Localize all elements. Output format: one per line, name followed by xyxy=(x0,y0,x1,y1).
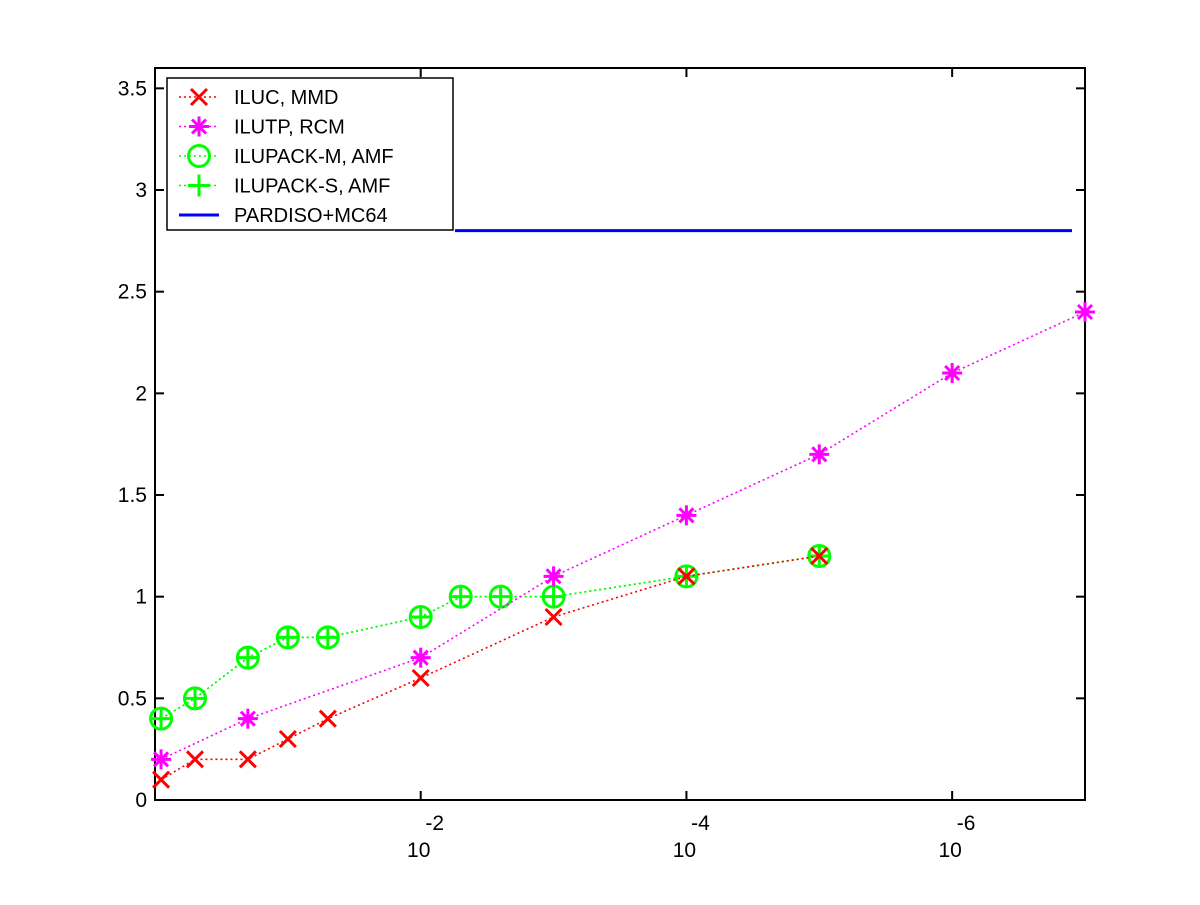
x-tick-label-exponent: -2 xyxy=(425,812,444,835)
y-tick-label: 0.5 xyxy=(118,687,147,710)
y-tick-label: 3 xyxy=(135,179,147,202)
data-point-star-marker xyxy=(239,710,256,727)
y-tick-label: 1.5 xyxy=(118,484,147,507)
data-point-x-marker xyxy=(152,770,171,789)
data-point-star-marker xyxy=(545,568,562,585)
data-point-x-marker xyxy=(411,668,430,688)
data-point-x-marker xyxy=(677,567,696,586)
data-point-circle-marker xyxy=(187,144,211,168)
legend: ILUC, MMD ILUTP, RCM ILUPACK-M, AMF ILUPACK… xyxy=(166,77,454,231)
data-point-star-marker xyxy=(1076,303,1094,321)
plot-frame xyxy=(154,67,1086,801)
x-tick-label-base: 10 xyxy=(938,839,961,862)
legend-box xyxy=(166,77,454,231)
x-tick-label-base: 10 xyxy=(673,839,696,862)
legend-label: ILUTP, RCM xyxy=(234,117,345,139)
data-point-star-marker xyxy=(412,649,429,666)
data-point-star-marker xyxy=(190,118,208,135)
x-tick-label-exponent: -6 xyxy=(957,812,976,835)
y-tick-label: 0 xyxy=(135,789,147,812)
series-0 xyxy=(152,546,829,789)
x-tick-label-base: 10 xyxy=(407,839,430,862)
y-tick-label: 3.5 xyxy=(118,77,147,100)
data-point-star-marker xyxy=(944,364,961,382)
data-point-x-marker xyxy=(318,709,337,728)
data-point-x-marker xyxy=(185,750,205,769)
y-tick-label: 2 xyxy=(135,382,147,405)
y-tick-label: 2.5 xyxy=(118,281,147,304)
data-point-x-marker xyxy=(238,750,257,769)
data-point-x-marker xyxy=(189,87,209,107)
series-1 xyxy=(151,302,1095,770)
legend-label: ILUPACK-M, AMF xyxy=(234,146,394,168)
legend-label: ILUPACK-S, AMF xyxy=(234,176,390,198)
y-tick-label: 1 xyxy=(135,586,147,609)
series-line xyxy=(160,311,1086,761)
data-point-star-marker xyxy=(678,507,695,524)
data-point-x-marker xyxy=(810,546,829,566)
data-point-star-marker xyxy=(153,751,170,768)
legend-label: ILUC, MMD xyxy=(234,87,338,109)
data-point-x-marker xyxy=(278,729,297,749)
x-tick-label-exponent: -4 xyxy=(691,812,710,835)
data-point-star-marker xyxy=(811,446,828,463)
data-point-x-marker xyxy=(544,607,563,627)
legend-label: PARDISO+MC64 xyxy=(234,205,388,227)
